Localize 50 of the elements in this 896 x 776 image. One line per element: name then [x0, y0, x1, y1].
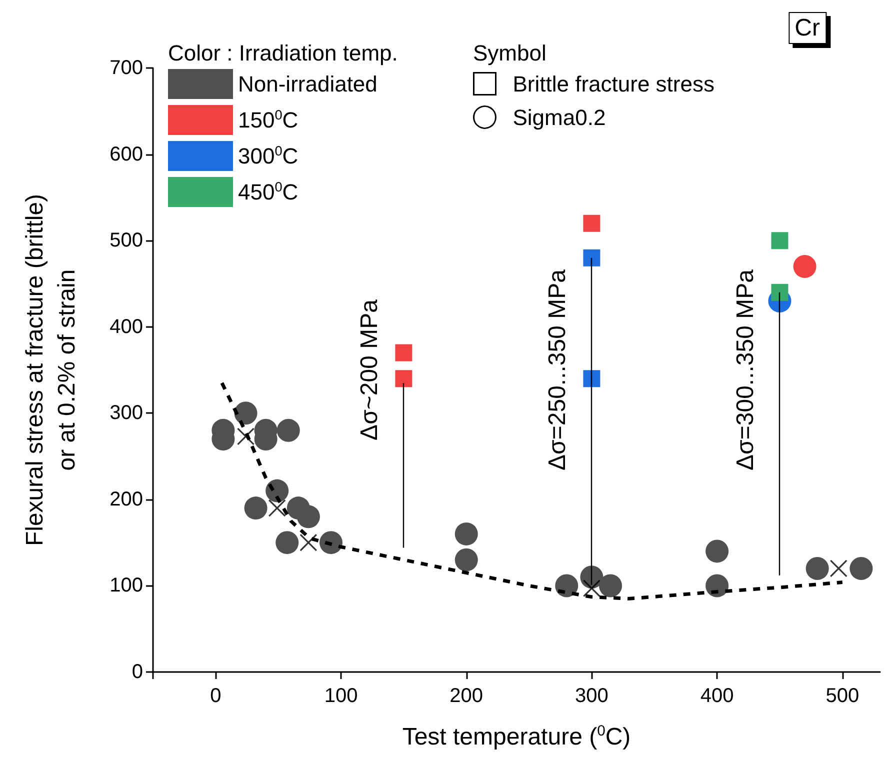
- point: [771, 284, 788, 301]
- point: [706, 574, 729, 598]
- y-tick-label: 700: [110, 57, 143, 79]
- point: [583, 214, 600, 232]
- y-tick-label: 300: [110, 402, 143, 424]
- point: [830, 560, 848, 578]
- point: [395, 344, 412, 362]
- point: [706, 540, 729, 563]
- text: Symbol: [473, 40, 546, 66]
- point: [300, 534, 318, 552]
- legend-label: Sigma0.2: [512, 104, 606, 130]
- y-tick-label: 600: [110, 143, 143, 166]
- point: [806, 556, 829, 580]
- point: [454, 548, 478, 572]
- y-tick-label: 200: [110, 488, 143, 510]
- y-tick-label: 0: [132, 661, 143, 683]
- chart-title: Cr: [794, 14, 820, 42]
- point: [583, 370, 600, 388]
- point: [276, 418, 300, 442]
- point: [395, 370, 412, 388]
- point: [771, 232, 788, 250]
- point: [234, 402, 258, 425]
- y-tick-label: 100: [110, 574, 143, 597]
- legend-title: Color : Irradiation temp.: [168, 40, 398, 66]
- y-tick-label: 500: [110, 230, 143, 252]
- point: [236, 428, 255, 446]
- x-tick-label: 500: [826, 685, 860, 707]
- point: [583, 249, 600, 266]
- x-tick-label: 0: [210, 685, 222, 707]
- point: [276, 531, 299, 554]
- point: [320, 531, 342, 554]
- point: [599, 574, 622, 598]
- x-tick-label: 400: [700, 685, 734, 707]
- point: [582, 580, 601, 598]
- y-axis-title: Flexural stress at fracture (brittle) or at 0.2% of strain: [22, 194, 80, 546]
- point: [296, 505, 320, 528]
- annotation: Δσ~200 MPa: [356, 298, 384, 440]
- point: [268, 499, 286, 517]
- point: [454, 522, 478, 546]
- annotation: Δσ=250...350 MPa: [544, 268, 572, 470]
- point: [850, 556, 873, 580]
- point: [555, 574, 578, 598]
- point: [244, 496, 268, 520]
- legend-label: Non-irradiated: [238, 72, 378, 96]
- y-tick-label: 400: [110, 316, 143, 338]
- annotation: Δσ=300...350 MPa: [732, 268, 760, 470]
- x-tick-label: 200: [450, 685, 484, 707]
- x-tick-label: 300: [575, 685, 608, 707]
- legend-label: Brittle fracture stress: [512, 71, 714, 96]
- x-tick-label: 100: [324, 685, 358, 707]
